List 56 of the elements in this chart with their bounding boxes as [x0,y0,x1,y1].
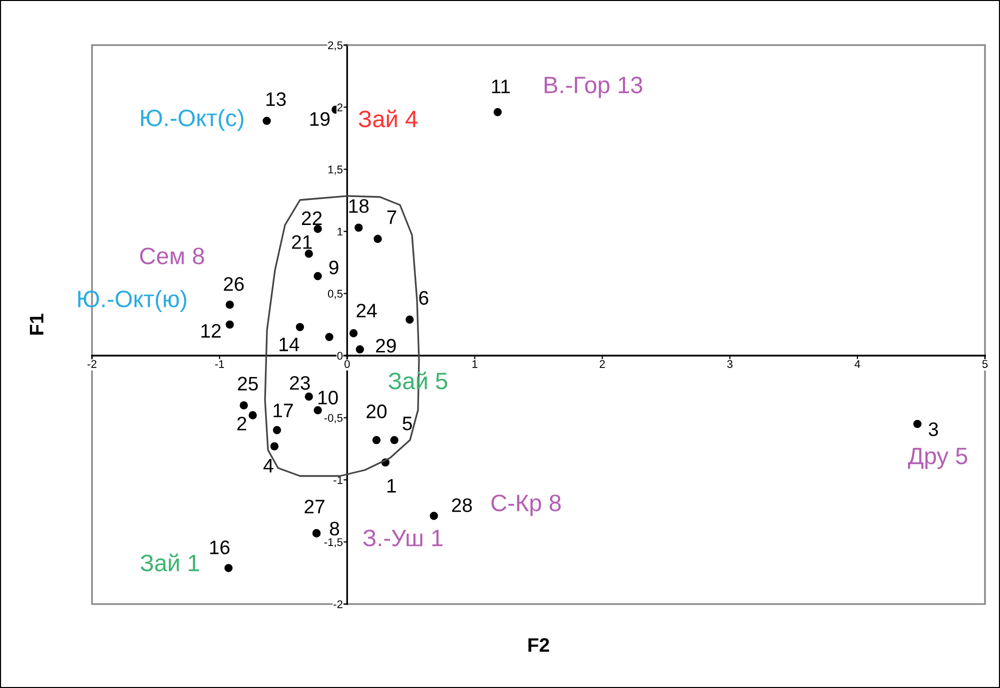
annotation: 28 [452,498,472,512]
y-tick-label: -1,5 [324,538,343,548]
annotation: 4 [263,458,274,472]
annotation: Зай 4 [358,110,418,128]
annotation: Дру 5 [908,448,968,470]
annotation: 21 [292,235,312,249]
annotation: 14 [280,338,300,352]
y-tick-label: 2 [337,103,342,112]
x-tick-label: 1 [472,360,478,368]
annotation: 16 [210,540,230,554]
y-axis-title: F1 [30,314,44,335]
annotation: 10 [318,390,338,404]
x-tick-label: 4 [854,360,860,368]
annotation: З.-Уш 1 [363,530,442,546]
annotation: 3 [928,422,938,436]
annotation: 23 [290,376,310,390]
x-tick-label: -1 [215,360,224,368]
annotation: 20 [366,404,387,418]
annotation: 6 [419,291,428,305]
annotation: 18 [349,199,369,213]
annotation: 11 [492,80,510,94]
y-tick-label: 0 [337,352,343,360]
y-tick-label: 0,5 [328,290,343,299]
annotation: 26 [224,277,244,291]
y-tick-label: 1,5 [328,166,343,175]
annotation: 17 [274,404,293,418]
y-tick-label: 1 [338,228,342,236]
annotation: 24 [356,304,377,318]
x-tick-label: 2 [600,360,605,368]
annotation: В.-Гор 13 [544,76,642,98]
x-tick-label: 0 [344,360,350,368]
annotation: Зай 1 [140,554,199,572]
annotation: 29 [376,338,396,353]
y-tick-label: -2 [334,600,342,608]
annotation: С-Кр 8 [491,494,561,516]
annotation: 27 [304,500,324,514]
annotation: 12 [201,324,221,338]
annotation: 19 [310,112,330,126]
annotation: 8 [330,522,340,536]
x-tick-label: -2 [88,360,96,368]
annotation: 5 [402,416,412,430]
annotation: Ю.-Окт(с) [141,108,244,131]
annotation: 13 [266,92,286,106]
x-tick-label: 5 [982,360,988,368]
annotation: Сем 8 [140,248,204,264]
y-tick-label: -1 [334,476,342,484]
annotation: 1 [387,479,396,492]
y-tick-label: -0,5 [324,414,343,424]
x-axis-title: F2 [528,638,550,652]
annotation: 22 [302,211,322,225]
annotation: 25 [238,376,258,391]
x-tick-label: 3 [727,360,732,368]
y-tick-label: 2,5 [328,41,343,51]
annotation: 9 [329,260,338,274]
annotation: 2 [237,416,246,430]
annotation: 7 [387,210,396,224]
